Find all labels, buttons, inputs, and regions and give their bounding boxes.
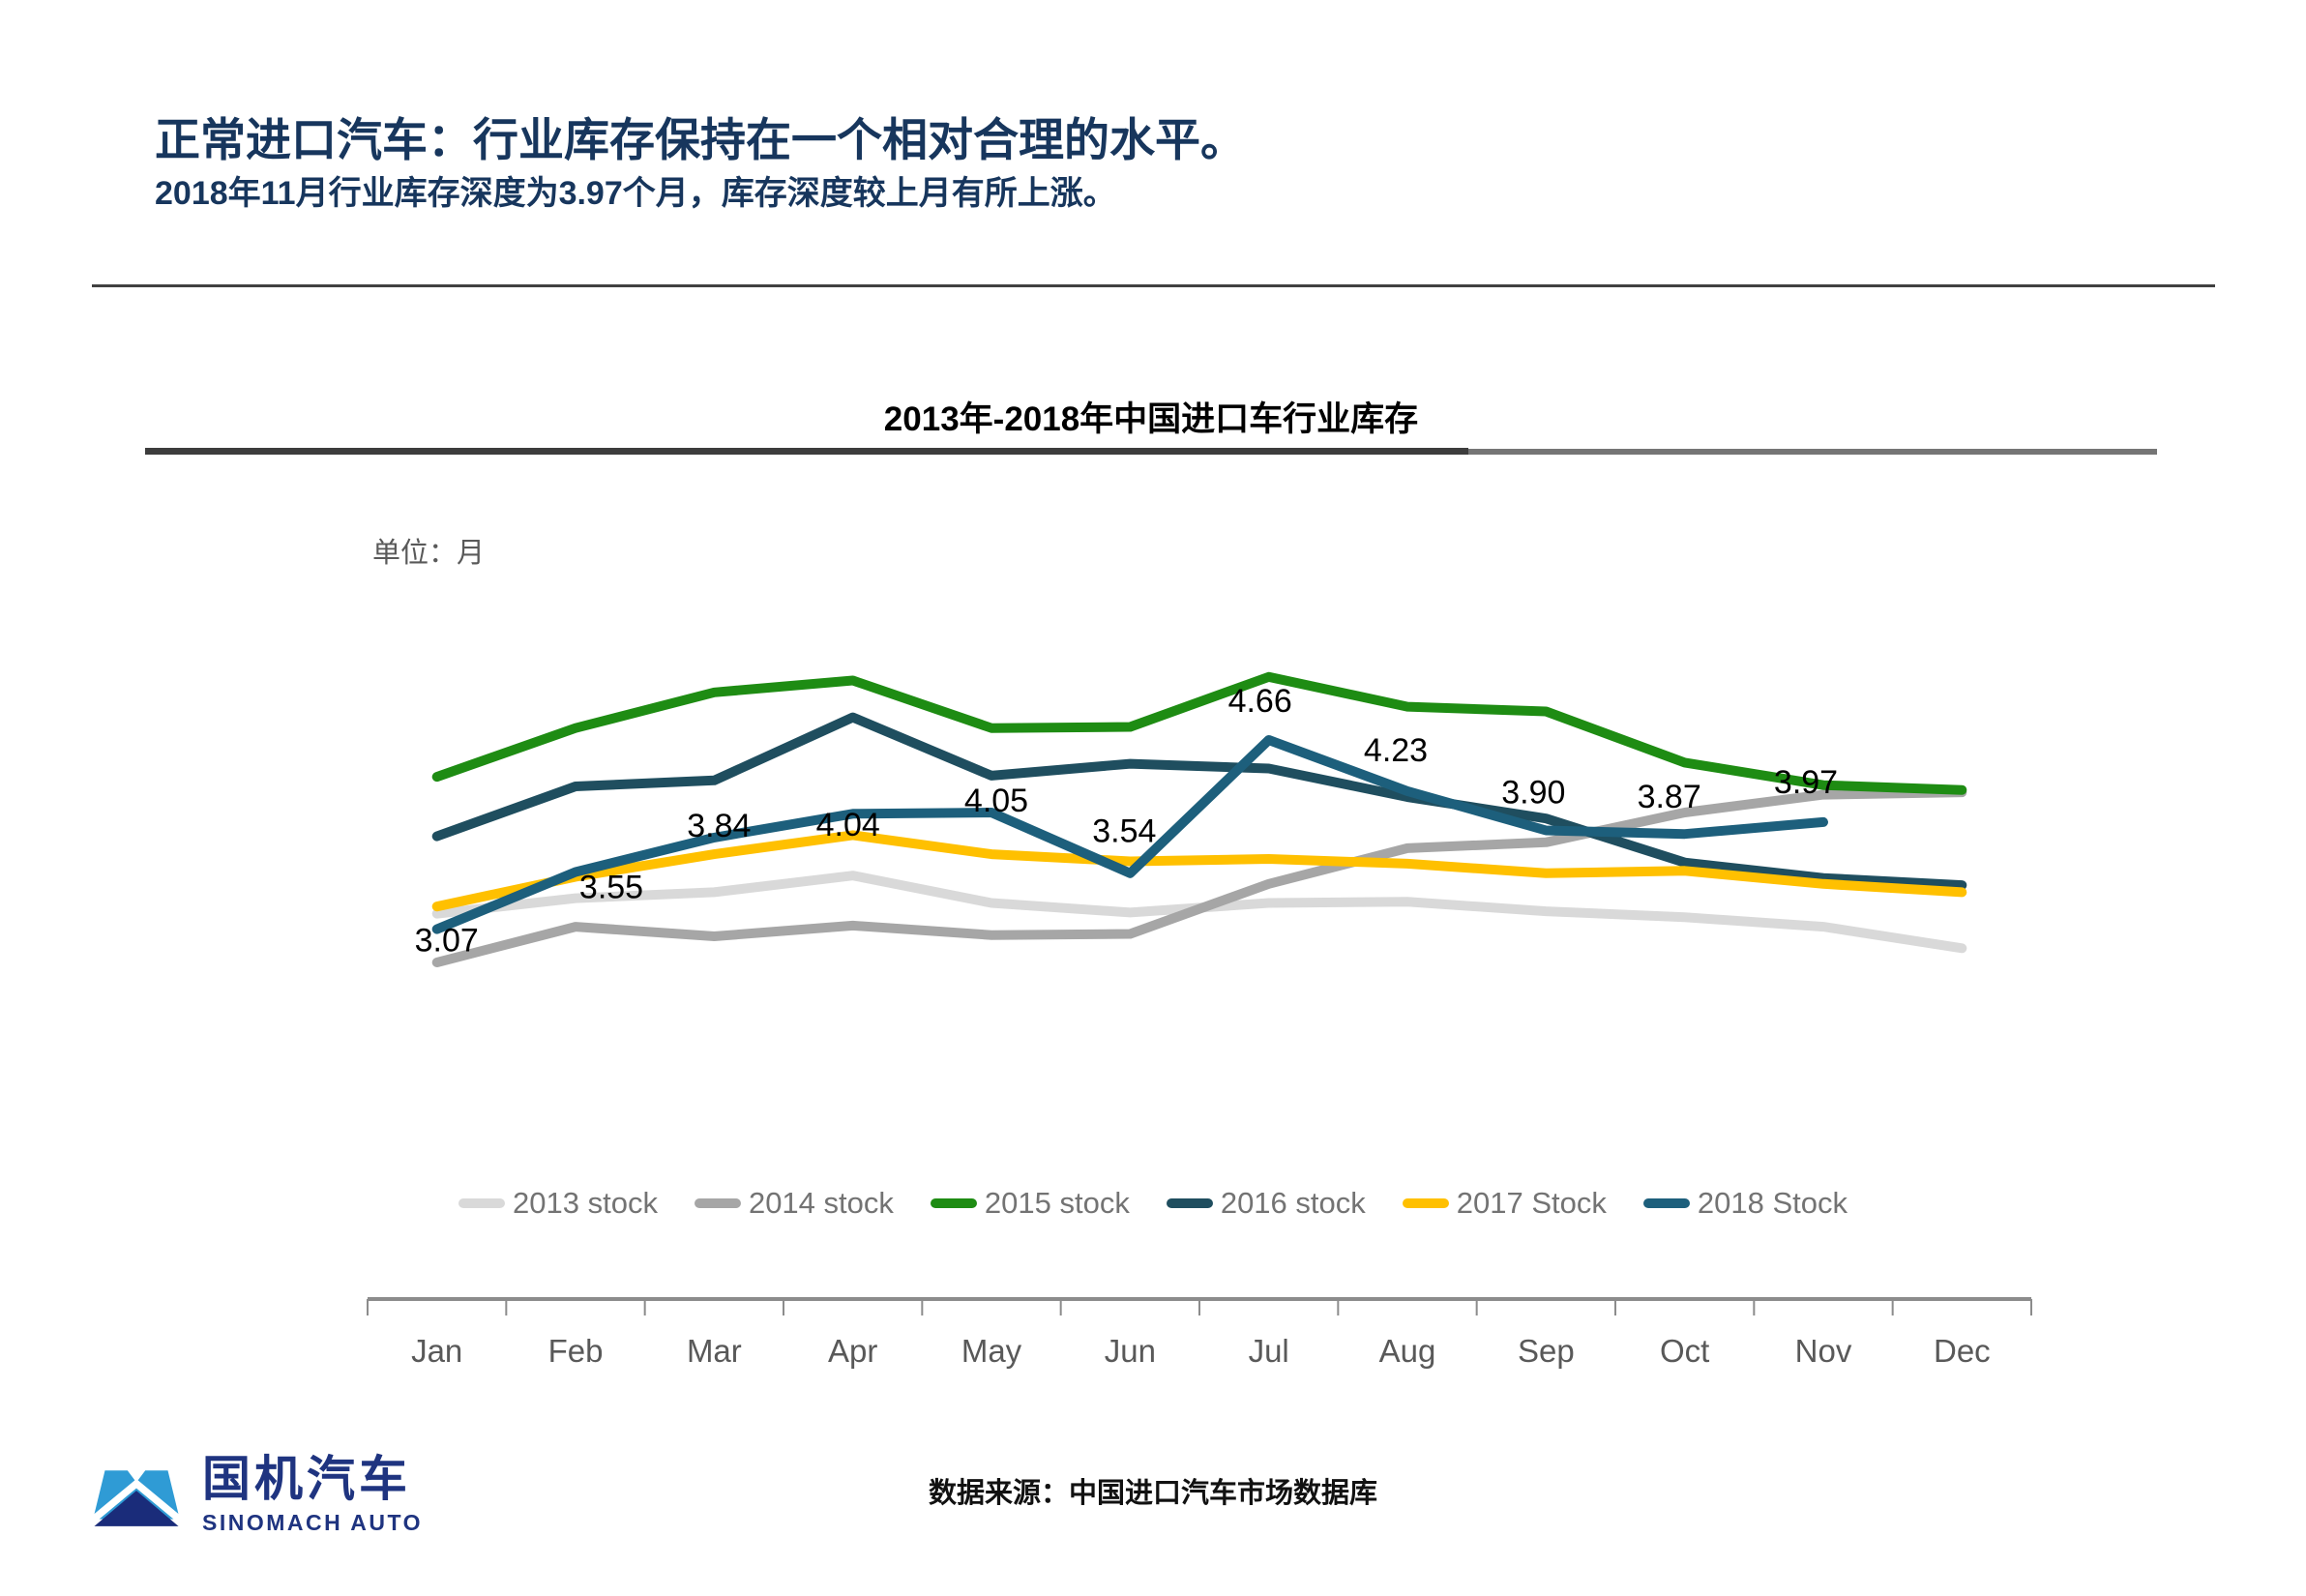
legend-label-2017: 2017 Stock — [1456, 1186, 1607, 1220]
legend-item-2014: 2014 stock — [694, 1186, 894, 1221]
month-label-oct: Oct — [1660, 1333, 1709, 1369]
month-label-mar: Mar — [687, 1333, 742, 1369]
data-label-4.05: 4.05 — [964, 783, 1028, 819]
data-label-3.87: 3.87 — [1638, 779, 1701, 815]
logo-text-block: 国机汽车 SINOMACH AUTO — [202, 1455, 423, 1536]
legend-swatch-2018 — [1642, 1198, 1690, 1208]
data-label-4.23: 4.23 — [1364, 732, 1428, 769]
data-label-4.66: 4.66 — [1228, 683, 1292, 720]
legend-swatch-2017 — [1402, 1198, 1449, 1208]
month-label-jun: Jun — [1105, 1333, 1156, 1369]
logo-navy-mountain — [94, 1491, 179, 1526]
legend-item-2016: 2016 stock — [1166, 1186, 1366, 1221]
month-label-aug: Aug — [1379, 1333, 1436, 1369]
legend-swatch-2015 — [930, 1198, 977, 1208]
logo-white-chevron — [92, 1478, 181, 1524]
legend-swatch-2014 — [694, 1198, 741, 1208]
legend-label-2015: 2015 stock — [984, 1186, 1130, 1220]
month-label-jul: Jul — [1249, 1333, 1289, 1369]
month-label-nov: Nov — [1795, 1333, 1852, 1369]
series-line-2017 — [431, 830, 1967, 912]
data-label-3.54: 3.54 — [1092, 813, 1156, 850]
page-subtitle: 2018年11月行业库存深度为3.97个月，库存深度较上月有所上涨。 — [155, 175, 1116, 213]
chart-title-rule-right — [1468, 449, 2157, 455]
legend-label-2014: 2014 stock — [748, 1186, 894, 1220]
series-line-2018 — [431, 735, 1828, 934]
data-label-3.07: 3.07 — [415, 923, 479, 960]
unit-label: 单位：月 — [372, 538, 486, 569]
series-line-2014 — [431, 787, 1967, 967]
month-label-jan: Jan — [411, 1333, 462, 1369]
logo-text-en: SINOMACH AUTO — [202, 1510, 423, 1535]
page-title: 正常进口汽车：行业库存保持在一个相对合理的水平。 — [155, 114, 1246, 165]
chart-title-rule-left — [145, 448, 1468, 455]
legend-label-2018: 2018 Stock — [1697, 1186, 1848, 1220]
series-line-2015 — [431, 671, 1967, 795]
data-source: 数据来源：中国进口汽车市场数据库 — [928, 1478, 1377, 1509]
legend-label-2016: 2016 stock — [1220, 1186, 1366, 1220]
sinomach-logo-mark — [92, 1470, 181, 1526]
legend-item-2015: 2015 stock — [930, 1186, 1130, 1221]
chart-legend: 2013 stock 2014 stock 2015 stock 2016 stock… — [0, 1186, 2306, 1221]
legend-label-2013: 2013 stock — [513, 1186, 658, 1220]
data-label-3.97: 3.97 — [1774, 764, 1838, 801]
header-divider — [92, 284, 2215, 287]
series-line-2016 — [431, 712, 1967, 891]
legend-item-2018: 2018 Stock — [1642, 1186, 1848, 1221]
sinomach-logo: 国机汽车 SINOMACH AUTO — [92, 1449, 423, 1542]
legend-item-2017: 2017 Stock — [1402, 1186, 1607, 1221]
slide-header: 正常进口汽车：行业库存保持在一个相对合理的水平。 2018年11月行业库存深度为… — [155, 114, 2186, 214]
legend-swatch-2013 — [458, 1198, 506, 1208]
data-label-3.90: 3.90 — [1501, 774, 1565, 811]
chart-title: 2013年-2018年中国进口车行业库存 — [883, 400, 1419, 438]
month-label-apr: Apr — [828, 1333, 877, 1369]
month-label-dec: Dec — [1934, 1333, 1991, 1369]
data-label-3.84: 3.84 — [687, 808, 751, 844]
month-label-may: May — [961, 1333, 1022, 1369]
legend-swatch-2016 — [1166, 1198, 1213, 1208]
data-label-4.04: 4.04 — [816, 807, 880, 843]
legend-item-2013: 2013 stock — [458, 1186, 658, 1221]
data-label-3.55: 3.55 — [579, 870, 643, 906]
logo-text-cn: 国机汽车 — [202, 1452, 411, 1506]
month-label-sep: Sep — [1518, 1333, 1575, 1369]
month-label-feb: Feb — [548, 1333, 604, 1369]
